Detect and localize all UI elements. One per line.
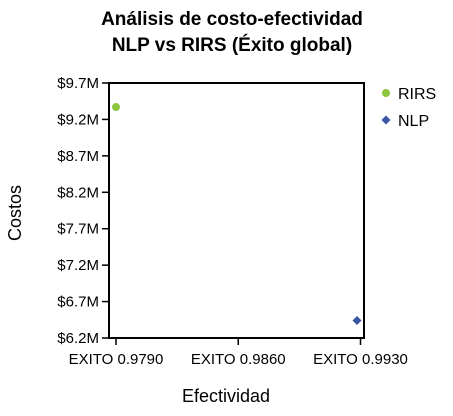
chart-title: Análisis de costo-efectividad xyxy=(101,9,363,30)
legend-label-nlp: NLP xyxy=(398,113,429,130)
x-axis: EXITO 0.9790 EXITO 0.9860 EXITO 0.9930 xyxy=(69,338,408,368)
legend: RIRS NLP xyxy=(381,86,436,130)
data-point-rirs xyxy=(111,103,120,112)
y-tick-label: $8.2M xyxy=(57,184,99,201)
x-tick-label: EXITO 0.9930 xyxy=(313,351,408,368)
plot-area xyxy=(108,82,365,339)
chart-subtitle: NLP vs RIRS (Éxito global) xyxy=(112,34,352,56)
y-axis: $6.2M $6.7M $7.2M $7.7M $8.2M $8.7M $9.2M $9.7M xyxy=(57,75,109,347)
y-axis-label: Costos xyxy=(5,185,25,241)
y-tick-label: $7.2M xyxy=(57,257,99,274)
legend-label-rirs: RIRS xyxy=(398,86,436,103)
data-point-nlp xyxy=(352,316,362,326)
y-tick-label: $9.7M xyxy=(57,75,99,92)
y-tick-label: $8.7M xyxy=(57,148,99,165)
legend-marker-nlp xyxy=(381,115,391,125)
y-tick-label: $6.7M xyxy=(57,294,99,311)
y-tick-label: $6.2M xyxy=(57,330,99,347)
x-tick-label: EXITO 0.9790 xyxy=(69,351,164,368)
legend-marker-rirs xyxy=(382,89,390,97)
x-axis-label: Efectividad xyxy=(182,386,270,406)
x-tick-label: EXITO 0.9860 xyxy=(191,351,286,368)
y-tick-label: $7.7M xyxy=(57,221,99,238)
data-points xyxy=(111,103,362,326)
y-tick-label: $9.2M xyxy=(57,111,99,128)
